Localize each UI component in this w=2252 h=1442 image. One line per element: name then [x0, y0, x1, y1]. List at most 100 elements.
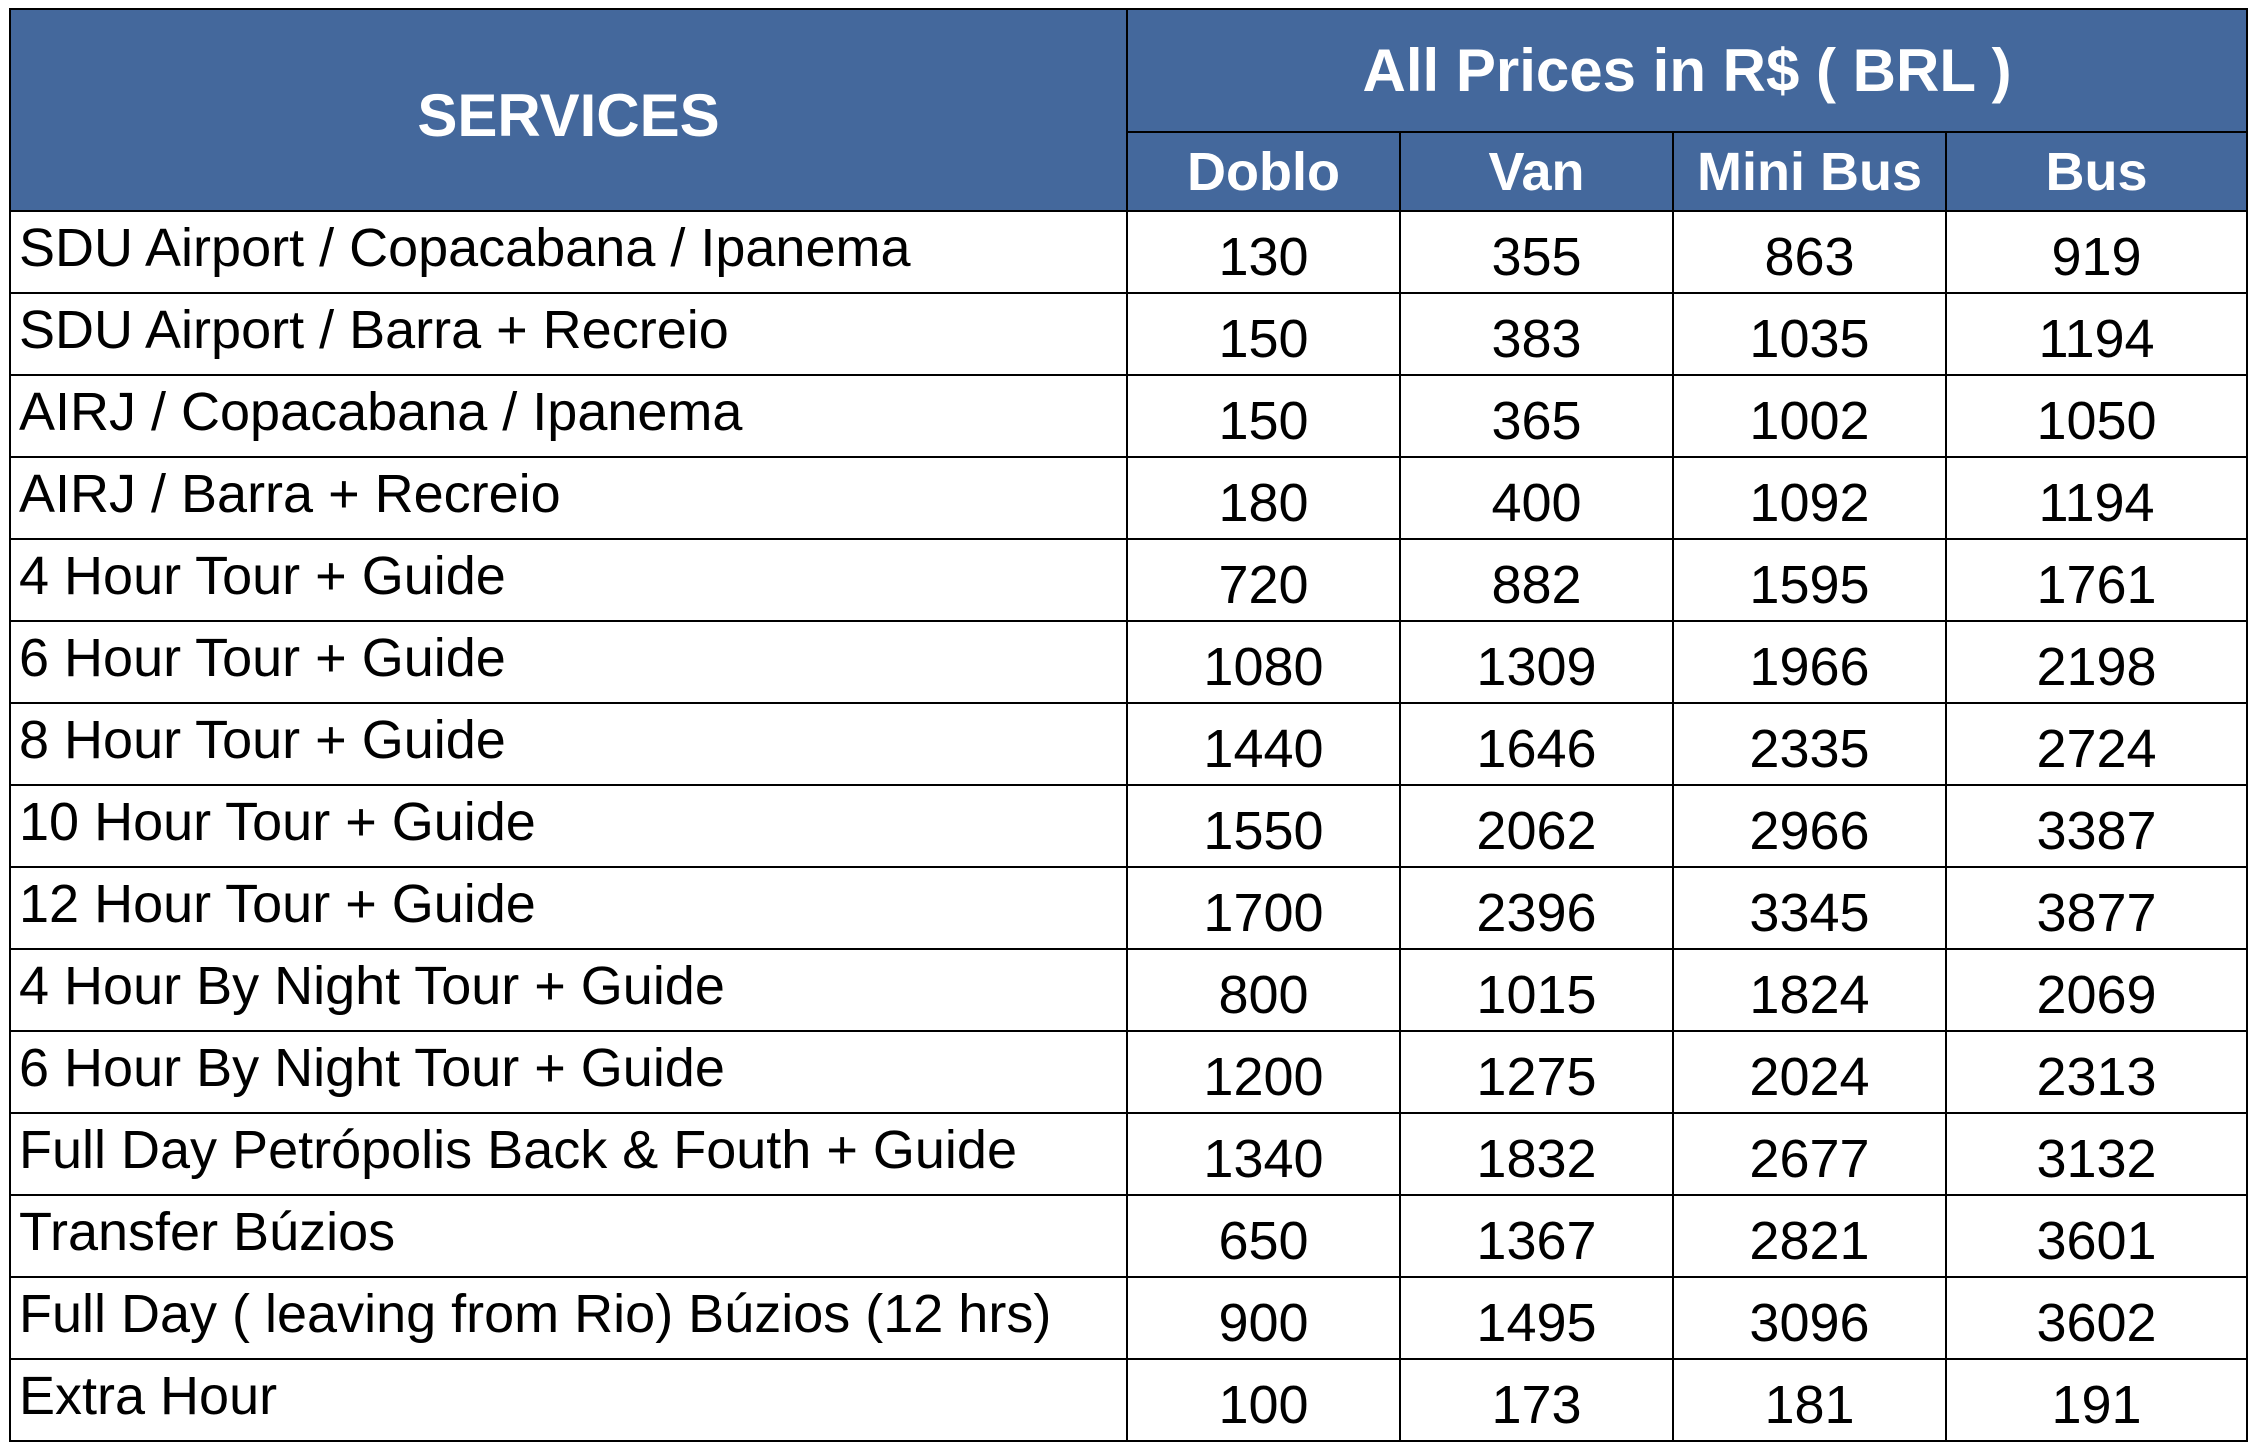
price-cell-van: 400	[1399, 456, 1674, 540]
service-name-cell: 6 Hour Tour + Guide	[9, 620, 1128, 704]
price-cell-doblo: 1200	[1126, 1030, 1401, 1114]
price-cell-bus: 2724	[1944, 702, 2249, 786]
table-row: 12 Hour Tour + Guide 1700 2396 3345 3877	[9, 866, 2249, 950]
price-cell-van: 1832	[1399, 1112, 1674, 1196]
table-body: SDU Airport / Copacabana / Ipanema 130 355…	[9, 210, 2249, 1442]
price-cell-mini-bus: 2966	[1672, 784, 1947, 868]
price-cell-doblo: 150	[1126, 292, 1401, 376]
service-name-cell: 4 Hour By Night Tour + Guide	[9, 948, 1128, 1032]
price-cell-mini-bus: 181	[1672, 1358, 1947, 1442]
table-row: 6 Hour Tour + Guide 1080 1309 1966 2198	[9, 620, 2249, 704]
table-row: 8 Hour Tour + Guide 1440 1646 2335 2724	[9, 702, 2249, 786]
price-cell-doblo: 180	[1126, 456, 1401, 540]
service-name-cell: 12 Hour Tour + Guide	[9, 866, 1128, 950]
price-cell-van: 1275	[1399, 1030, 1674, 1114]
price-cell-bus: 1050	[1944, 374, 2249, 458]
service-name-cell: SDU Airport / Barra + Recreio	[9, 292, 1128, 376]
table-row: AIRJ / Barra + Recreio 180 400 1092 1194	[9, 456, 2249, 540]
price-cell-van: 383	[1399, 292, 1674, 376]
service-name-cell: Full Day ( leaving from Rio) Búzios (12 …	[9, 1276, 1128, 1360]
table-row: Transfer Búzios 650 1367 2821 3601	[9, 1194, 2249, 1278]
price-cell-doblo: 1440	[1126, 702, 1401, 786]
price-cell-mini-bus: 863	[1672, 210, 1947, 294]
table-row: 6 Hour By Night Tour + Guide 1200 1275 2024…	[9, 1030, 2249, 1114]
price-cell-van: 173	[1399, 1358, 1674, 1442]
table-header: SERVICES All Prices in R$ ( BRL ) Doblo …	[9, 8, 2249, 212]
price-cell-van: 355	[1399, 210, 1674, 294]
vehicle-header-doblo: Doblo	[1126, 131, 1401, 212]
price-cell-bus: 3601	[1944, 1194, 2249, 1278]
price-cell-doblo: 130	[1126, 210, 1401, 294]
price-cell-doblo: 720	[1126, 538, 1401, 622]
service-name-cell: Extra Hour	[9, 1358, 1128, 1442]
price-cell-bus: 3132	[1944, 1112, 2249, 1196]
prices-group-header: All Prices in R$ ( BRL )	[1125, 8, 2249, 133]
price-cell-mini-bus: 1092	[1672, 456, 1947, 540]
price-cell-doblo: 1550	[1126, 784, 1401, 868]
vehicle-header-mini-bus: Mini Bus	[1672, 131, 1947, 212]
price-cell-mini-bus: 2677	[1672, 1112, 1947, 1196]
table-row: SDU Airport / Copacabana / Ipanema 130 355…	[9, 210, 2249, 294]
price-cell-bus: 1761	[1944, 538, 2249, 622]
price-cell-van: 1309	[1399, 620, 1674, 704]
table-row: Extra Hour 100 173 181 191	[9, 1358, 2249, 1442]
price-cell-doblo: 1340	[1126, 1112, 1401, 1196]
price-cell-mini-bus: 2821	[1672, 1194, 1947, 1278]
price-cell-van: 2396	[1399, 866, 1674, 950]
table-row: 4 Hour By Night Tour + Guide 800 1015 1824 2…	[9, 948, 2249, 1032]
price-cell-mini-bus: 1002	[1672, 374, 1947, 458]
price-cell-bus: 3877	[1944, 866, 2249, 950]
price-cell-bus: 2313	[1944, 1030, 2249, 1114]
price-cell-bus: 1194	[1944, 292, 2249, 376]
header-row-top: SERVICES All Prices in R$ ( BRL )	[9, 8, 2249, 212]
table-row: 4 Hour Tour + Guide 720 882 1595 1761	[9, 538, 2249, 622]
price-cell-doblo: 150	[1126, 374, 1401, 458]
price-cell-bus: 2198	[1944, 620, 2249, 704]
price-cell-doblo: 900	[1126, 1276, 1401, 1360]
price-cell-mini-bus: 2335	[1672, 702, 1947, 786]
service-name-cell: AIRJ / Copacabana / Ipanema	[9, 374, 1128, 458]
header-row-vehicles: Doblo Van Mini Bus Bus	[10, 131, 2249, 212]
table-row: Full Day ( leaving from Rio) Búzios (12 …	[9, 1276, 2249, 1360]
service-name-cell: 10 Hour Tour + Guide	[9, 784, 1128, 868]
price-cell-doblo: 1080	[1126, 620, 1401, 704]
vehicle-header-van: Van	[1399, 131, 1674, 212]
price-cell-bus: 3602	[1944, 1276, 2249, 1360]
service-name-cell: AIRJ / Barra + Recreio	[9, 456, 1128, 540]
table-row: Full Day Petrópolis Back & Fouth + Guide…	[9, 1112, 2249, 1196]
price-table: SERVICES All Prices in R$ ( BRL ) Doblo …	[9, 8, 2249, 1442]
price-cell-van: 1646	[1399, 702, 1674, 786]
price-cell-doblo: 1700	[1126, 866, 1401, 950]
price-cell-bus: 191	[1944, 1358, 2249, 1442]
price-cell-bus: 1194	[1944, 456, 2249, 540]
price-cell-van: 2062	[1399, 784, 1674, 868]
price-cell-mini-bus: 2024	[1672, 1030, 1947, 1114]
service-name-cell: 8 Hour Tour + Guide	[9, 702, 1128, 786]
price-table-container: SERVICES All Prices in R$ ( BRL ) Doblo …	[9, 8, 2249, 1442]
price-cell-mini-bus: 1595	[1672, 538, 1947, 622]
price-cell-van: 882	[1399, 538, 1674, 622]
table-row: SDU Airport / Barra + Recreio 150 383 1035 1…	[9, 292, 2249, 376]
price-cell-mini-bus: 3345	[1672, 866, 1947, 950]
price-cell-mini-bus: 1966	[1672, 620, 1947, 704]
price-cell-van: 1015	[1399, 948, 1674, 1032]
price-cell-mini-bus: 3096	[1672, 1276, 1947, 1360]
price-cell-mini-bus: 1035	[1672, 292, 1947, 376]
service-name-cell: 4 Hour Tour + Guide	[9, 538, 1128, 622]
service-name-cell: SDU Airport / Copacabana / Ipanema	[9, 210, 1128, 294]
price-cell-bus: 3387	[1944, 784, 2249, 868]
price-cell-doblo: 650	[1126, 1194, 1401, 1278]
price-cell-bus: 2069	[1944, 948, 2249, 1032]
service-name-cell: 6 Hour By Night Tour + Guide	[9, 1030, 1128, 1114]
price-cell-doblo: 800	[1126, 948, 1401, 1032]
service-name-cell: Full Day Petrópolis Back & Fouth + Guide	[9, 1112, 1128, 1196]
price-cell-van: 1367	[1399, 1194, 1674, 1278]
price-cell-van: 365	[1399, 374, 1674, 458]
vehicle-header-bus: Bus	[1944, 131, 2249, 212]
price-cell-doblo: 100	[1126, 1358, 1401, 1442]
price-cell-mini-bus: 1824	[1672, 948, 1947, 1032]
service-name-cell: Transfer Búzios	[9, 1194, 1128, 1278]
table-row: AIRJ / Copacabana / Ipanema 150 365 1002 105…	[9, 374, 2249, 458]
price-cell-bus: 919	[1944, 210, 2249, 294]
table-row: 10 Hour Tour + Guide 1550 2062 2966 3387	[9, 784, 2249, 868]
